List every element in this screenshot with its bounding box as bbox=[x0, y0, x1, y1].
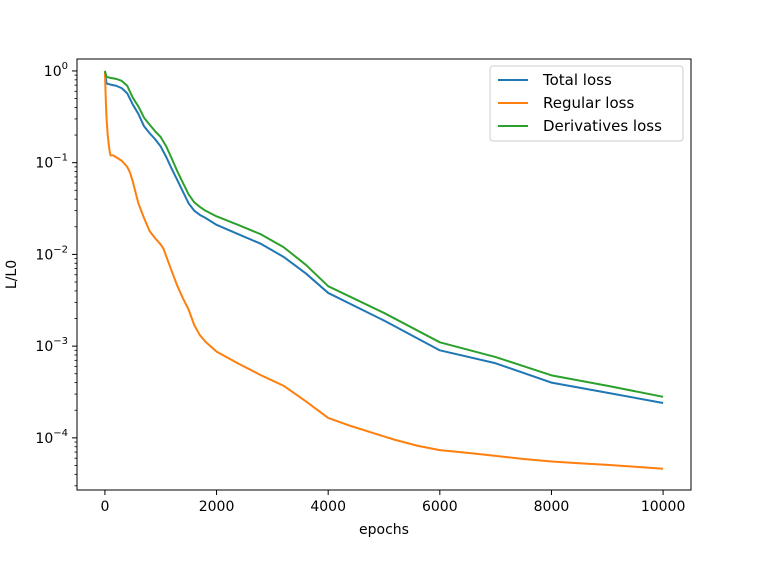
series-line-derivatives-loss bbox=[103, 70, 664, 398]
series-layer bbox=[103, 70, 664, 470]
y-tick-exponent: −1 bbox=[53, 153, 68, 164]
legend-label: Derivatives loss bbox=[543, 117, 662, 135]
legend-label: Total loss bbox=[542, 71, 612, 89]
y-axis-label: L/L0 bbox=[4, 260, 20, 289]
y-tick-base: 10 bbox=[35, 156, 53, 172]
x-tick-label: 2000 bbox=[199, 499, 235, 515]
series-line-regular-loss bbox=[103, 70, 664, 470]
y-tick-label: 10−2 bbox=[35, 244, 68, 263]
x-tick-label: 0 bbox=[100, 499, 109, 515]
series-line-total-loss bbox=[103, 70, 664, 404]
legend: Total loss Regular loss Derivatives loss bbox=[489, 65, 684, 142]
y-tick-base: 10 bbox=[35, 431, 53, 447]
y-tick-label: 10−1 bbox=[35, 153, 68, 172]
x-tick-label: 8000 bbox=[534, 499, 570, 515]
y-tick-base: 10 bbox=[35, 339, 53, 355]
y-tick-exponent: −2 bbox=[53, 244, 68, 255]
y-tick-exponent: −3 bbox=[53, 336, 68, 347]
y-tick-label: 100 bbox=[44, 61, 68, 80]
x-axis: 0 2000 4000 6000 8000 10000 bbox=[100, 490, 685, 515]
x-axis-label: epochs bbox=[359, 522, 409, 538]
legend-box bbox=[489, 65, 684, 142]
x-tick-label: 4000 bbox=[310, 499, 346, 515]
x-tick-label: 10000 bbox=[641, 499, 686, 515]
legend-label: Regular loss bbox=[543, 94, 634, 112]
y-tick-label: 10−3 bbox=[35, 336, 68, 355]
y-tick-base: 10 bbox=[35, 247, 53, 263]
y-tick-label: 10−4 bbox=[35, 428, 68, 447]
y-tick-exponent: 0 bbox=[62, 61, 68, 72]
x-tick-label: 6000 bbox=[422, 499, 458, 515]
y-tick-base: 10 bbox=[44, 64, 62, 80]
y-tick-exponent: −4 bbox=[53, 428, 68, 439]
